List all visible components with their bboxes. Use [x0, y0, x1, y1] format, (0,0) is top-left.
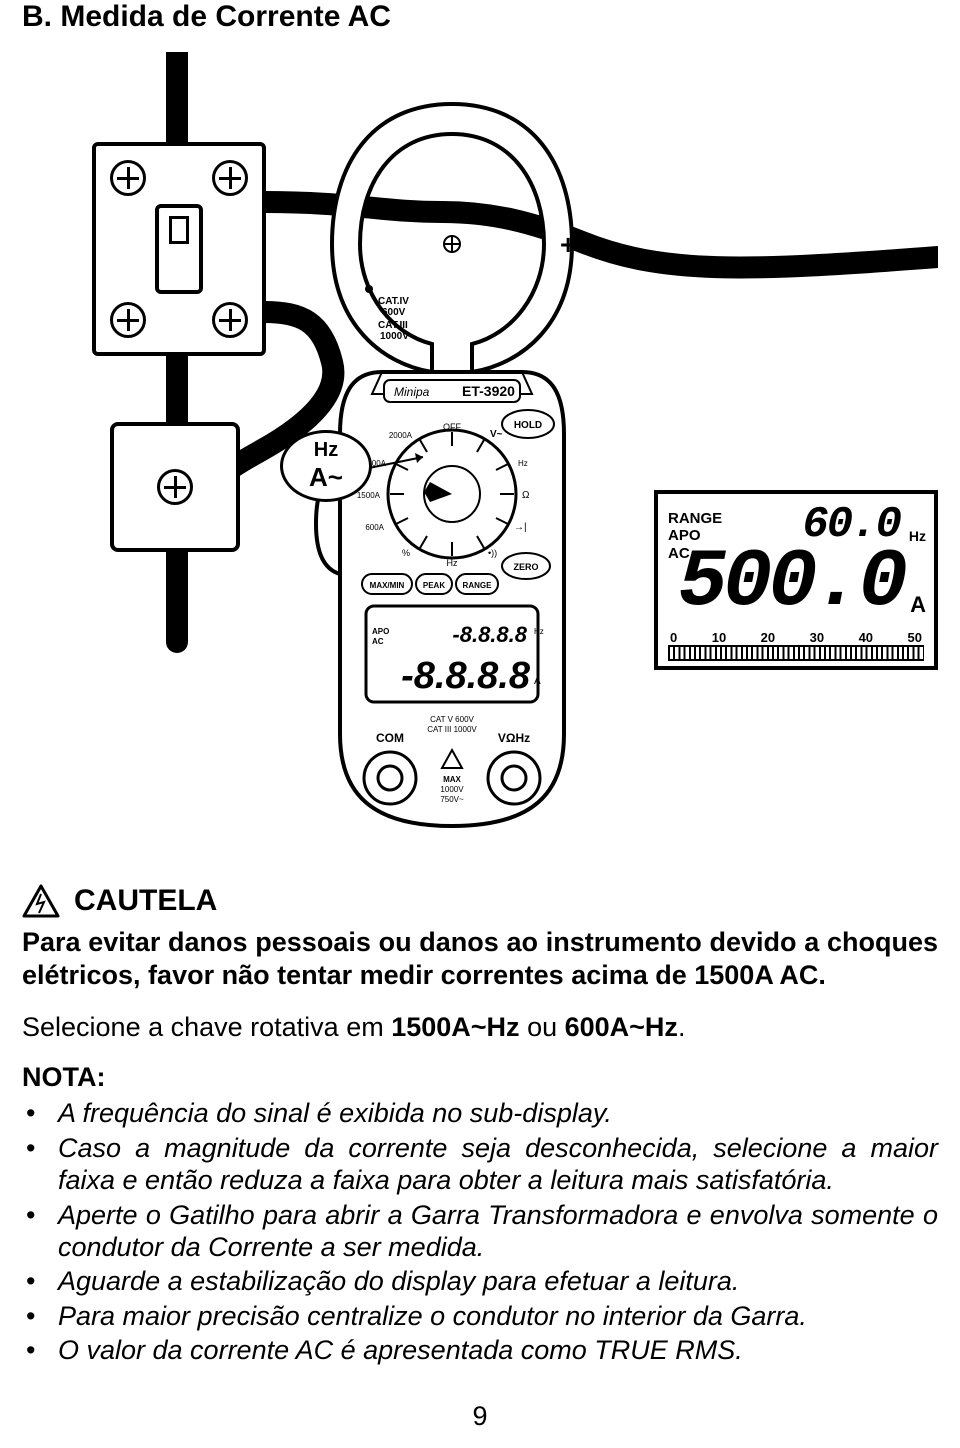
svg-text:V~: V~: [490, 429, 503, 440]
svg-text:RANGE: RANGE: [463, 581, 493, 590]
selector-suffix: .: [678, 1012, 686, 1042]
svg-text:Ω: Ω: [522, 490, 530, 501]
lcd-main-unit: A: [910, 592, 926, 618]
svg-text:CAT V 600V: CAT V 600V: [430, 715, 474, 724]
lcd-tick: 10: [712, 630, 726, 645]
diagram-breaker: [92, 142, 266, 356]
screw-icon: [110, 160, 146, 196]
figure-ac-current: + CAT.IV 600V CAT.III 1000V Minipa ET-39…: [22, 52, 938, 844]
warning-shock-icon: [22, 884, 60, 918]
svg-text:HOLD: HOLD: [514, 420, 542, 431]
selector-option-1: 1500A~Hz: [391, 1012, 519, 1042]
svg-text:OFF: OFF: [443, 422, 461, 432]
lcd-bargraph: 0 10 20 30 40 50: [668, 630, 924, 658]
svg-text:AC: AC: [372, 637, 384, 646]
lcd-display-inset: RANGE APO AC 60.0 Hz 500.0 A 0 10 20 30 …: [654, 490, 938, 670]
diagram-junction-box: [110, 422, 240, 552]
callout-line-a: A~: [309, 462, 343, 493]
screw-icon: [157, 469, 193, 505]
note-heading: NOTA:: [22, 1062, 938, 1093]
note-item: Caso a magnitude da corrente seja descon…: [48, 1132, 938, 1197]
caution-heading: CAUTELA: [22, 884, 938, 918]
lcd-tick: 30: [810, 630, 824, 645]
svg-text:MAX/MIN: MAX/MIN: [370, 581, 405, 590]
lcd-tick: 20: [761, 630, 775, 645]
screw-icon: [212, 160, 248, 196]
svg-text:1000V: 1000V: [440, 785, 464, 794]
lcd-tick: 0: [670, 630, 677, 645]
svg-text:Hz: Hz: [447, 558, 458, 568]
note-item: O valor da corrente AC é apresentada com…: [48, 1334, 938, 1366]
svg-text:600A: 600A: [365, 523, 384, 532]
svg-text:COM: COM: [376, 731, 404, 745]
selector-pre: Selecione a chave rotativa em: [22, 1012, 391, 1042]
callout-line-hz: Hz: [314, 439, 338, 462]
page-number: 9: [0, 1401, 960, 1432]
selector-mid: ou: [520, 1012, 565, 1042]
lcd-frequency-unit: Hz: [909, 528, 926, 544]
notes-list: A frequência do sinal é exibida no sub-d…: [22, 1097, 938, 1366]
svg-text:CAT.III: CAT.III: [378, 320, 408, 331]
lcd-tick: 40: [859, 630, 873, 645]
svg-text:-8.8.8.8: -8.8.8.8: [452, 622, 527, 647]
note-item: Para maior precisão centralize o conduto…: [48, 1300, 938, 1332]
caution-label: CAUTELA: [74, 884, 217, 918]
note-item: Aguarde a estabilização do display para …: [48, 1265, 938, 1297]
callout-leader: [369, 453, 429, 483]
selector-option-2: 600A~Hz: [565, 1012, 678, 1042]
svg-text:Minipa: Minipa: [394, 385, 430, 399]
lcd-tick: 50: [908, 630, 922, 645]
svg-text:A: A: [534, 676, 541, 687]
svg-text:CAT.IV: CAT.IV: [378, 296, 409, 307]
svg-text:→|: →|: [514, 522, 527, 533]
breaker-switch: [155, 204, 203, 294]
svg-text:PEAK: PEAK: [423, 581, 445, 590]
screw-icon: [110, 302, 146, 338]
svg-text:Hz: Hz: [534, 627, 544, 636]
svg-text:750V~: 750V~: [440, 795, 464, 804]
svg-text:1500A: 1500A: [357, 491, 381, 500]
svg-text:CAT III 1000V: CAT III 1000V: [427, 725, 477, 734]
lcd-main-value: 500.0: [678, 536, 904, 629]
note-item: Aperte o Gatilho para abrir a Garra Tran…: [48, 1199, 938, 1264]
svg-text:APO: APO: [372, 627, 389, 636]
svg-text:600V: 600V: [382, 307, 406, 318]
svg-text:%: %: [402, 548, 410, 558]
svg-text:Hz: Hz: [518, 459, 528, 468]
svg-text:ET-3920: ET-3920: [462, 383, 515, 399]
selector-instruction: Selecione a chave rotativa em 1500A~Hz o…: [22, 1011, 938, 1044]
svg-text:VΩHz: VΩHz: [498, 731, 530, 745]
dial-callout: Hz A~: [280, 430, 372, 502]
svg-text:•)): •)): [488, 548, 497, 558]
svg-text:2000A: 2000A: [389, 431, 413, 440]
svg-text:1000V: 1000V: [380, 331, 409, 342]
svg-text:ZERO: ZERO: [513, 562, 538, 572]
note-item: A frequência do sinal é exibida no sub-d…: [48, 1097, 938, 1129]
lcd-flag-range: RANGE: [668, 510, 722, 527]
svg-text:MAX: MAX: [443, 775, 461, 784]
caution-text: Para evitar danos pessoais ou danos ao i…: [22, 926, 938, 993]
screw-icon: [212, 302, 248, 338]
svg-text:-8.8.8.8: -8.8.8.8: [401, 655, 531, 697]
svg-text:+: +: [560, 229, 576, 260]
section-title: B. Medida de Corrente AC: [22, 0, 938, 34]
